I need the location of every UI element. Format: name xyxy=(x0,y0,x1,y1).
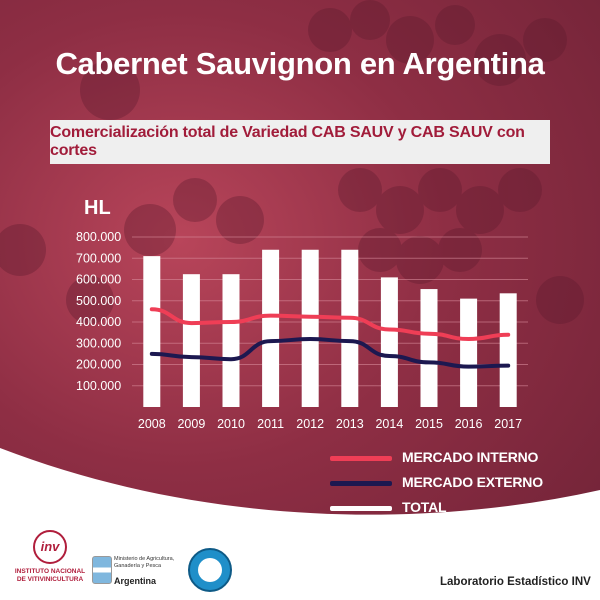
x-tick-label: 2008 xyxy=(138,417,166,431)
bar-total xyxy=(380,277,398,407)
ministry-country: Argentina xyxy=(114,576,157,586)
legend-swatch-externo xyxy=(330,481,392,486)
chart-subtitle: Comercialización total de Variedad CAB S… xyxy=(50,124,525,159)
legend-item-interno: MERCADO INTERNO xyxy=(330,446,570,471)
bar-total xyxy=(182,274,200,407)
line-mercado-interno xyxy=(149,307,511,342)
x-tick-label: 2014 xyxy=(375,417,403,431)
legend-label-total: TOTAL xyxy=(402,499,447,515)
inv-logo-icon: inv xyxy=(33,530,67,564)
legend-swatch-total xyxy=(330,506,392,511)
x-tick-label: 2009 xyxy=(177,417,205,431)
legend-item-externo: MERCADO EXTERNO xyxy=(330,471,570,496)
bar-total xyxy=(420,289,438,407)
bar-total xyxy=(301,249,319,407)
x-tick-label: 2011 xyxy=(257,417,284,431)
legend-swatch-interno xyxy=(330,456,392,461)
bar-total xyxy=(143,256,161,407)
y-tick-label: 500.000 xyxy=(76,294,121,308)
footer xyxy=(0,526,600,600)
x-tick-label: 2010 xyxy=(217,417,245,431)
x-tick-label: 2015 xyxy=(415,417,443,431)
line-mercado-externo xyxy=(149,336,511,369)
chart-legend: MERCADO INTERNO MERCADO EXTERNO TOTAL xyxy=(330,446,570,521)
inv-logo: inv INSTITUTO NACIONAL DE VITIVINICULTUR… xyxy=(14,530,86,584)
y-tick-label: 100.000 xyxy=(76,379,121,393)
x-tick-label: 2013 xyxy=(336,417,364,431)
bar-total xyxy=(499,293,517,407)
y-tick-label: 600.000 xyxy=(76,273,121,287)
x-tick-label: 2016 xyxy=(455,417,483,431)
y-tick-label: 200.000 xyxy=(76,358,121,372)
bar-total xyxy=(222,274,240,407)
bar-total xyxy=(341,249,359,407)
x-tick-label: 2012 xyxy=(296,417,324,431)
bar-total xyxy=(460,298,478,407)
y-axis-unit: HL xyxy=(84,197,111,219)
vino-argentino-logo-icon xyxy=(188,548,232,592)
y-tick-label: 400.000 xyxy=(76,315,121,329)
legend-item-total: TOTAL xyxy=(330,496,570,521)
ministry-text: Ministerio de Agricultura, Ganadería y P… xyxy=(114,556,175,569)
legend-label-interno: MERCADO INTERNO xyxy=(402,449,539,465)
page-title: Cabernet Sauvignon en Argentina xyxy=(55,46,545,81)
argentina-crest-icon xyxy=(92,556,112,584)
y-tick-label: 300.000 xyxy=(76,336,121,350)
legend-label-externo: MERCADO EXTERNO xyxy=(402,474,543,490)
chart-subtitle-box: Comercialización total de Variedad CAB S… xyxy=(50,120,550,164)
inv-logo-text: INSTITUTO NACIONAL DE VITIVINICULTURA xyxy=(14,568,86,583)
lab-credit: Laboratorio Estadístico INV xyxy=(440,576,591,588)
bar-total xyxy=(262,249,280,407)
y-tick-label: 800.000 xyxy=(76,230,121,244)
footer-wave xyxy=(0,448,600,530)
x-tick-label: 2017 xyxy=(494,417,522,431)
y-tick-label: 700.000 xyxy=(76,251,121,265)
